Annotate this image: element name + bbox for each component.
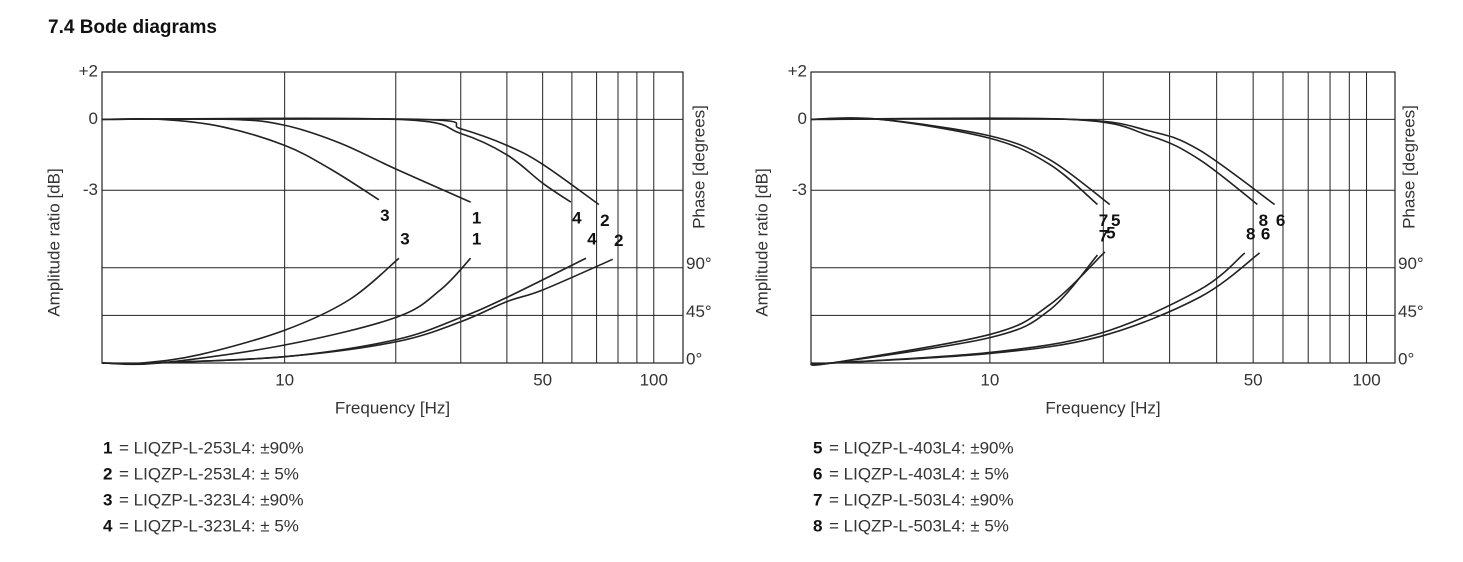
curve-label: 7 [1099,211,1108,230]
legend-text: = LIQZP-L-403L4: ± 5% [829,464,1009,483]
y-tick-label: +2 [788,61,807,80]
legend-text: = LIQZP-L-503L4: ± 5% [829,516,1009,535]
legend-text: = LIQZP-L-503L4: ±90% [829,490,1014,509]
curve-label: 7 [1099,227,1108,246]
y2-tick-label: 45° [686,302,712,321]
y-tick-label: 0 [798,109,807,128]
y-tick-label: 0 [89,109,98,128]
legend-text: = LIQZP-L-323L4: ±90% [119,490,304,509]
legend-key: 5 [813,438,822,457]
x-tick-label: 50 [1244,370,1263,389]
curve [101,117,600,206]
chart: 10 50 100 +2 0 -3 0° 45° 90° Frequency [Hz] Amplit… [752,61,1423,535]
curve [810,117,1258,206]
curve-label: 6 [1261,224,1270,243]
curve [810,117,1111,206]
curve-label: 5 [1106,223,1115,242]
curve-label: 3 [380,206,389,225]
y2-axis-label: Phase [degrees] [689,105,708,229]
y-axis-label: Amplitude ratio [dB] [752,168,771,316]
curve [101,257,472,366]
y2-axis-label: Phase [degrees] [1399,105,1418,229]
legend-key: 3 [103,490,112,509]
curve-label: 4 [572,209,582,228]
legend-key: 6 [813,464,822,483]
curve [810,117,1276,206]
y-tick-label: -3 [792,180,807,199]
curve [101,257,587,365]
curve [810,117,1098,206]
y2-tick-label: 90° [1398,254,1424,273]
legend-text: = LIQZP-L-323L4: ± 5% [119,516,299,535]
curve [810,254,1099,366]
curve-label: 5 [1111,211,1120,230]
y-tick-label: +2 [79,61,98,80]
curve-label: 2 [614,231,623,250]
curve-label: 6 [1276,211,1285,230]
chart: 10 50 100 +2 0 -3 0° 45° 90° Frequency [Hz] Amplit… [44,61,711,535]
legend-key: 1 [103,438,112,457]
legend-key: 8 [813,516,822,535]
legend-key: 7 [813,490,822,509]
curve-label: 1 [472,209,481,228]
curve-label: 3 [400,230,409,249]
curve [101,258,614,365]
x-axis-label: Frequency [Hz] [1045,398,1160,417]
x-tick-label: 50 [533,370,552,389]
legend-text: = LIQZP-L-403L4: ±90% [829,438,1014,457]
curve [810,252,1261,365]
y2-tick-label: 0° [1398,349,1414,368]
x-tick-label: 10 [275,370,294,389]
legend-text: = LIQZP-L-253L4: ± 5% [119,464,299,483]
curve [101,118,471,203]
curve [101,117,572,203]
x-axis-label: Frequency [Hz] [335,398,450,417]
x-tick-label: 100 [640,370,668,389]
curve-label: 1 [472,230,481,249]
legend-text: = LIQZP-L-253L4: ±90% [119,438,304,457]
curve-label: 4 [587,230,597,249]
curve-label: 8 [1259,211,1268,230]
curve [810,252,1246,365]
curve-label: 8 [1246,224,1255,243]
y2-tick-label: 0° [686,349,702,368]
curve [101,117,380,201]
legend-key: 2 [103,464,112,483]
legend-key: 4 [103,516,113,535]
y-tick-label: -3 [83,180,98,199]
y-axis-label: Amplitude ratio [dB] [44,168,63,316]
y2-tick-label: 45° [1398,302,1424,321]
x-tick-label: 100 [1352,370,1380,389]
curve [810,251,1106,366]
y2-tick-label: 90° [686,254,712,273]
page-title: 7.4 Bode diagrams [48,17,217,38]
curve-label: 2 [600,211,609,230]
x-tick-label: 10 [980,370,999,389]
